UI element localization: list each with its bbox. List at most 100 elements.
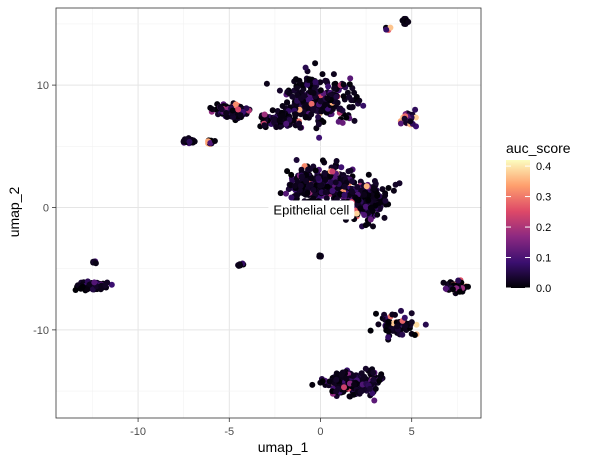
data-point (349, 178, 356, 185)
data-point (331, 85, 338, 92)
x-tick-label: -10 (130, 426, 146, 438)
data-point (289, 93, 296, 100)
data-point (338, 371, 345, 378)
data-point (91, 279, 98, 286)
cluster-far-left (72, 278, 115, 294)
data-point (385, 334, 392, 341)
cluster-left-small (180, 135, 198, 147)
data-point (338, 164, 345, 171)
data-point (304, 190, 311, 196)
data-point (325, 83, 332, 90)
data-point (232, 101, 239, 108)
data-point (349, 104, 356, 111)
data-point (370, 223, 376, 230)
data-point (334, 371, 341, 378)
data-point (339, 119, 346, 126)
data-point (263, 80, 270, 87)
data-point (316, 252, 323, 259)
data-point (211, 138, 218, 144)
data-point (309, 381, 316, 388)
data-point (207, 104, 214, 111)
data-point (367, 327, 374, 334)
data-point (354, 184, 361, 190)
data-point (305, 166, 312, 173)
cluster-top-right (399, 15, 412, 27)
data-point (102, 282, 109, 289)
legend-break-label: 0.4 (536, 161, 551, 173)
data-point (277, 190, 284, 197)
legend-ticks: 0.0 0.1 0.2 0.3 0.4 (506, 161, 551, 295)
data-point (296, 120, 303, 127)
x-tick-label: -5 (224, 426, 234, 438)
data-point (79, 283, 86, 290)
data-point (291, 182, 298, 189)
legend-break-label: 0.3 (536, 192, 551, 204)
data-point (261, 122, 268, 129)
data-point (374, 192, 381, 199)
data-point (312, 79, 319, 85)
data-point (351, 381, 358, 388)
data-point (401, 115, 408, 122)
cluster-far-left-small (90, 258, 99, 267)
data-point (261, 111, 268, 118)
data-point (350, 372, 357, 379)
data-point (413, 321, 420, 328)
data-point (310, 90, 317, 96)
data-point (317, 98, 324, 105)
data-point (363, 183, 370, 190)
data-point (322, 189, 329, 196)
data-point (235, 262, 242, 269)
data-point (440, 279, 447, 286)
data-point (319, 157, 326, 164)
data-point (333, 388, 340, 395)
cluster-center-small (316, 252, 324, 260)
data-point (317, 182, 324, 189)
data-point (108, 281, 115, 288)
data-point (319, 71, 326, 78)
data-point (315, 114, 322, 120)
y-tick-label: -10 (33, 325, 49, 337)
data-point (318, 108, 325, 115)
data-point (92, 260, 99, 267)
x-axis-title: umap_1 (258, 439, 309, 455)
data-point (385, 328, 392, 335)
data-point (368, 204, 375, 211)
data-point (288, 171, 295, 178)
data-point (324, 95, 331, 102)
data-point (412, 114, 419, 121)
data-point (361, 373, 368, 380)
data-point (283, 190, 289, 197)
data-point (333, 158, 340, 164)
data-point (273, 124, 280, 131)
data-point (302, 114, 309, 121)
annotation-group: Epithelial cell (268, 200, 355, 220)
data-point (398, 307, 404, 314)
data-point (366, 385, 373, 392)
data-point (354, 196, 360, 203)
data-point (315, 175, 322, 182)
data-point (340, 81, 347, 88)
data-point (408, 319, 415, 326)
data-point (284, 168, 291, 175)
data-point (399, 331, 406, 338)
cluster-top-right-2 (383, 24, 394, 33)
data-point (330, 71, 337, 78)
data-point (412, 106, 419, 113)
cluster-right-arm (397, 106, 419, 130)
data-point (333, 93, 340, 100)
data-point (370, 376, 377, 383)
data-point (456, 288, 463, 295)
data-point (357, 205, 364, 212)
data-point (383, 26, 390, 33)
data-point (390, 187, 397, 194)
legend-break-label: 0.0 (536, 283, 551, 295)
data-point (279, 103, 286, 109)
legend-break-label: 0.1 (536, 253, 551, 265)
data-point (321, 170, 328, 177)
data-point (372, 385, 379, 392)
data-point (405, 18, 412, 25)
data-point (341, 183, 348, 190)
data-point (357, 388, 364, 395)
data-point (312, 60, 319, 67)
data-point (377, 373, 384, 380)
